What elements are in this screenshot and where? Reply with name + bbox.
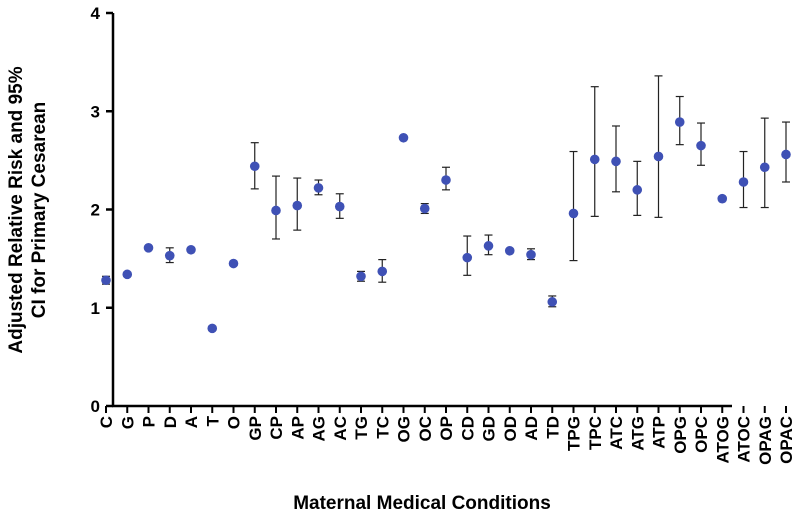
data-point bbox=[568, 208, 579, 219]
x-ticks: C G P D A T O GP CP AP AG AC TG TC OG OC OP CD GD OD AD TD TPG… bbox=[97, 406, 796, 465]
data-point bbox=[674, 117, 685, 127]
data-point bbox=[632, 185, 643, 195]
error-bar bbox=[569, 150, 578, 262]
data-point bbox=[398, 132, 409, 143]
data-point bbox=[547, 297, 558, 307]
x-tick-label: CP bbox=[267, 416, 286, 440]
x-tick-label: ATP bbox=[650, 416, 669, 449]
x-tick-label: G bbox=[118, 416, 137, 429]
data-point bbox=[207, 323, 218, 334]
x-axis: C G P D A T O GP CP AP AG AC TG TC OG OC OP CD GD OD AD TD TPG… bbox=[97, 404, 796, 465]
data-point bbox=[759, 162, 770, 173]
y-tick-label: 0 bbox=[91, 397, 100, 416]
data-point bbox=[101, 275, 111, 286]
y-tick-label: 3 bbox=[91, 102, 100, 121]
x-tick-label: OPG bbox=[671, 416, 690, 454]
data-point bbox=[377, 266, 388, 277]
y-axis-title-line1: Adjusted Relative Risk and 95% bbox=[6, 66, 27, 353]
x-tick-label: C bbox=[97, 416, 116, 428]
data-points bbox=[101, 117, 791, 334]
x-tick-label: CD bbox=[458, 416, 477, 441]
data-point bbox=[781, 149, 791, 160]
y-tick-label: 1 bbox=[91, 299, 100, 318]
y-axis: 0 1 2 3 4 bbox=[91, 4, 115, 416]
error-bar bbox=[590, 86, 599, 217]
data-point bbox=[462, 252, 473, 263]
data-point bbox=[292, 200, 303, 211]
x-tick-label: TPG bbox=[565, 416, 584, 451]
x-tick-label: AD bbox=[522, 416, 541, 441]
data-point bbox=[313, 183, 324, 193]
data-point bbox=[738, 177, 749, 187]
data-point bbox=[122, 269, 133, 280]
x-tick-label: T bbox=[203, 415, 222, 426]
data-point bbox=[526, 249, 536, 260]
x-tick-label: D bbox=[161, 416, 180, 428]
error-bars bbox=[102, 75, 790, 331]
y-ticks: 0 1 2 3 4 bbox=[91, 4, 113, 416]
x-tick-label: ATOC bbox=[735, 416, 754, 463]
data-point bbox=[143, 243, 154, 253]
y-axis-title-line2: CI for Primary Cesarean bbox=[29, 102, 50, 319]
x-tick-label: TPC bbox=[586, 416, 605, 450]
x-tick-label: ATOG bbox=[713, 416, 732, 464]
x-tick-label: AP bbox=[288, 416, 307, 440]
x-tick-label: P bbox=[140, 416, 159, 427]
data-point bbox=[419, 203, 430, 214]
x-tick-label: GD bbox=[480, 416, 499, 442]
data-point bbox=[228, 258, 239, 269]
x-tick-label: TG bbox=[352, 416, 371, 440]
data-point bbox=[653, 151, 664, 162]
y-tick-label: 4 bbox=[91, 4, 101, 23]
y-tick-label: 2 bbox=[91, 201, 100, 220]
data-point bbox=[504, 245, 515, 256]
x-tick-label: OD bbox=[501, 416, 520, 442]
x-tick-label: O bbox=[225, 416, 244, 429]
x-tick-label: AC bbox=[331, 416, 350, 441]
x-axis-title: Maternal Medical Conditions bbox=[293, 493, 551, 514]
x-tick-label: GP bbox=[246, 416, 265, 441]
x-tick-label: ATG bbox=[628, 416, 647, 451]
data-point bbox=[589, 154, 600, 165]
data-point bbox=[271, 205, 281, 216]
data-point bbox=[356, 271, 366, 282]
x-tick-label: OPAG bbox=[756, 416, 775, 465]
x-tick-label: OPC bbox=[692, 416, 711, 453]
x-tick-label: TC bbox=[373, 416, 392, 439]
data-point bbox=[483, 241, 494, 251]
data-point bbox=[441, 175, 451, 185]
data-point bbox=[334, 201, 345, 212]
x-tick-label: OP bbox=[437, 416, 456, 441]
x-tick-label: OC bbox=[416, 416, 435, 442]
data-point bbox=[164, 250, 175, 261]
x-tick-label: TD bbox=[543, 416, 562, 439]
x-tick-label: ATC bbox=[607, 416, 626, 450]
data-point bbox=[611, 156, 621, 167]
error-bar bbox=[654, 75, 663, 218]
data-point bbox=[186, 244, 196, 255]
x-tick-label: A bbox=[182, 416, 201, 428]
data-point bbox=[249, 161, 260, 172]
data-point bbox=[717, 193, 728, 204]
data-point bbox=[696, 140, 706, 151]
x-tick-label: OPAC bbox=[777, 416, 796, 464]
x-tick-label: AG bbox=[310, 416, 329, 442]
x-tick-label: OG bbox=[395, 416, 414, 442]
